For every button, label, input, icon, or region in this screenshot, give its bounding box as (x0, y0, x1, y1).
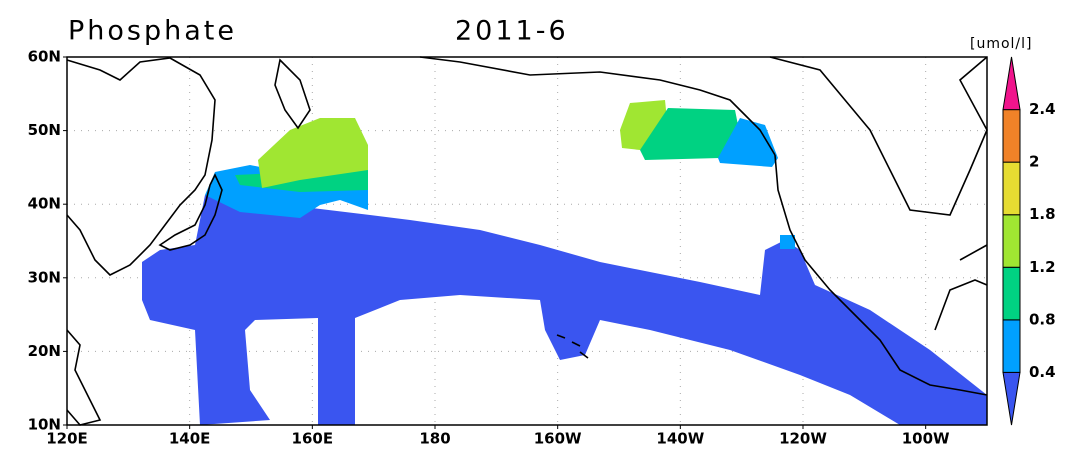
hawaii (556, 334, 589, 359)
colorbar-segment (1002, 319, 1021, 373)
y-tick-label: 20N (28, 342, 61, 360)
frame (66, 56, 988, 426)
colorbar-segment (1002, 109, 1021, 163)
title: Phosphate (68, 16, 237, 47)
x-tick-label: 160W (534, 430, 582, 448)
region-0.4-0.8-coast (780, 235, 795, 249)
colorbar-segment (1002, 266, 1021, 321)
y-tick-label: 40N (28, 195, 61, 213)
colorbar-label: 1.8 (1029, 205, 1056, 223)
region-low (142, 195, 987, 425)
region-0.4-0.8-ne (718, 118, 778, 167)
colorbar-label: 1.2 (1029, 258, 1056, 276)
colorbar-label: 0.8 (1029, 310, 1056, 328)
x-tick-label: 140E (169, 430, 211, 448)
x-tick-label: 120E (46, 430, 88, 448)
x-tick-label: 180 (419, 430, 450, 448)
alaska (419, 56, 776, 156)
colorbar-label: 2.4 (1029, 100, 1056, 118)
y-tick-label: 50N (28, 121, 61, 139)
region-0.8-1.2-ne (640, 108, 740, 160)
coastlines (66, 56, 988, 426)
y-tick-label: 30N (28, 268, 61, 286)
colorbar-segment (1002, 371, 1021, 426)
philippines (66, 329, 102, 426)
x-tick-label: 120W (779, 430, 827, 448)
axes: 120E 140E 160E 180 160W 140W 120W 100W 10N 20N 30N… (28, 48, 950, 448)
x-tick-label: 100W (902, 430, 950, 448)
region-1.2-1.8 (258, 118, 368, 188)
colorbar-label: 0.4 (1029, 363, 1056, 381)
colorbar-segment (1002, 214, 1021, 268)
field (142, 100, 987, 425)
x-tick-label: 160E (292, 430, 334, 448)
y-tick-label: 10N (28, 416, 61, 434)
x-tick-label: 140W (656, 430, 704, 448)
unit: [umol/l] (970, 36, 1033, 52)
colorbar-segment (1002, 161, 1021, 216)
japan (158, 173, 223, 251)
y-tick-label: 60N (28, 48, 61, 66)
colorbar-segment (1002, 56, 1021, 111)
colorbar-label: 2 (1029, 153, 1039, 171)
na-coast (769, 56, 988, 396)
asia-coast (66, 57, 216, 276)
period: 2011-6 (455, 16, 569, 47)
colorbar: 0.4 0.8 1.2 1.8 2 2.4 (1002, 56, 1056, 426)
kamchatka (274, 58, 311, 130)
